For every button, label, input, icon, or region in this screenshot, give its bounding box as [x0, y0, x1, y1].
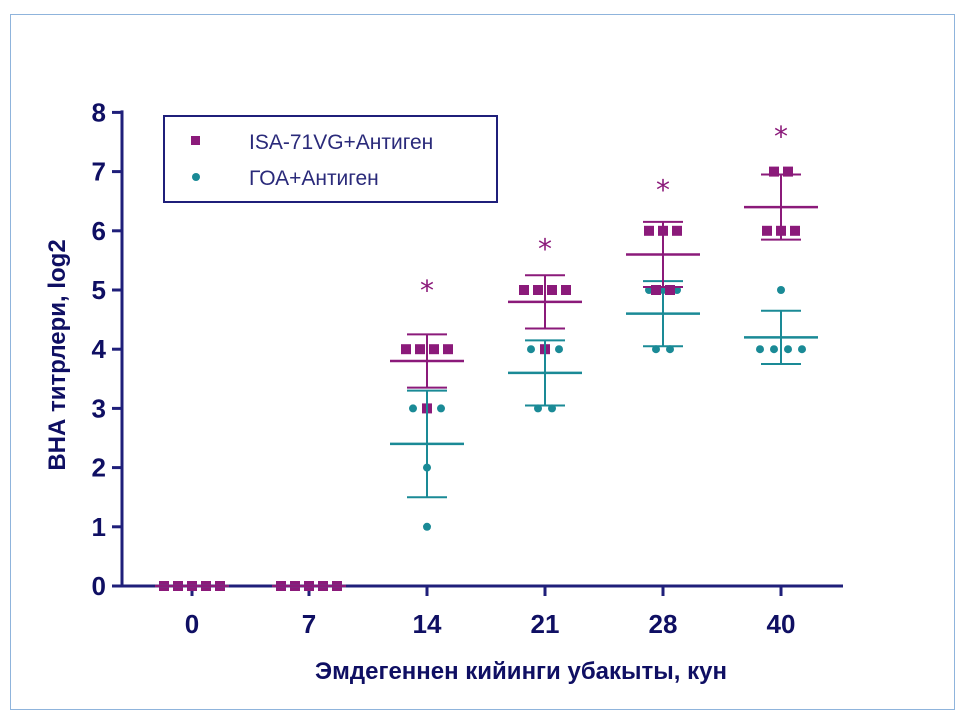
- isa-point: [429, 344, 439, 355]
- legend-label-goa: ГОА+Антиген: [249, 167, 379, 190]
- goa-point: [555, 345, 563, 354]
- goa-point: [784, 345, 792, 354]
- chart-svg: 0 1 2 3 4 5 6 7 8 0 7 14 21 28 40 * * * * ISA-71VG+Антиге…: [44, 97, 843, 685]
- legend-box: [163, 115, 498, 203]
- goa-point: [409, 404, 417, 413]
- isa-point: [672, 225, 682, 236]
- y-tick-label: 5: [92, 275, 106, 305]
- x-tick-label: 21: [531, 609, 560, 639]
- y-tick-label: 2: [92, 453, 106, 483]
- significance-star: *: [538, 233, 552, 266]
- y-tick-label: 8: [92, 97, 106, 127]
- legend: ISA-71VG+Антиген ГОА+Антиген: [163, 115, 498, 203]
- goa-point: [777, 286, 785, 294]
- legend-marker-goa: [192, 173, 200, 181]
- goa-point: [437, 404, 445, 413]
- y-tick-label: 4: [92, 334, 107, 364]
- legend-label-isa: ISA-71VG+Антиген: [249, 131, 433, 154]
- x-tick-label: 0: [185, 609, 199, 639]
- x-tick-label: 14: [413, 609, 442, 639]
- y-tick-label: 7: [92, 157, 106, 187]
- x-tick-label: 28: [649, 609, 678, 639]
- significance-star: *: [656, 173, 670, 206]
- y-axis-title: ВНА титрлери, log2: [44, 239, 71, 470]
- isa-point: [651, 285, 661, 295]
- isa-point: [401, 344, 411, 355]
- goa-point: [527, 345, 535, 354]
- y-tick-label: 3: [92, 393, 106, 423]
- y-tick-label: 6: [92, 216, 106, 246]
- isa-point: [783, 166, 793, 177]
- axes: 0 1 2 3 4 5 6 7 8 0 7 14 21 28 40: [92, 97, 843, 639]
- chart-frame: 0 1 2 3 4 5 6 7 8 0 7 14 21 28 40 * * * * ISA-71VG+Антиге…: [10, 14, 955, 710]
- goa-point: [770, 345, 778, 354]
- y-tick-label: 0: [92, 571, 106, 601]
- isa-point: [519, 285, 529, 295]
- chart-marks: * * * *: [155, 120, 818, 591]
- x-axis-title: Эмдегеннен кийинги убакыты, кун: [315, 658, 727, 685]
- isa-point: [644, 225, 654, 236]
- isa-point: [762, 225, 772, 236]
- y-tick-label: 1: [92, 512, 106, 542]
- isa-point: [665, 285, 675, 295]
- significance-star: *: [420, 274, 434, 307]
- isa-point: [547, 285, 557, 295]
- isa-point: [533, 285, 543, 295]
- goa-point: [423, 522, 431, 531]
- legend-marker-isa: [191, 136, 200, 145]
- x-tick-label: 7: [302, 609, 316, 639]
- isa-point: [415, 344, 425, 355]
- isa-point: [769, 166, 779, 177]
- goa-point: [798, 345, 806, 354]
- isa-point: [790, 225, 800, 236]
- significance-star: *: [774, 120, 788, 153]
- isa-point: [561, 285, 571, 295]
- x-tick-label: 40: [767, 609, 796, 639]
- goa-point: [756, 345, 764, 354]
- isa-point: [443, 344, 453, 355]
